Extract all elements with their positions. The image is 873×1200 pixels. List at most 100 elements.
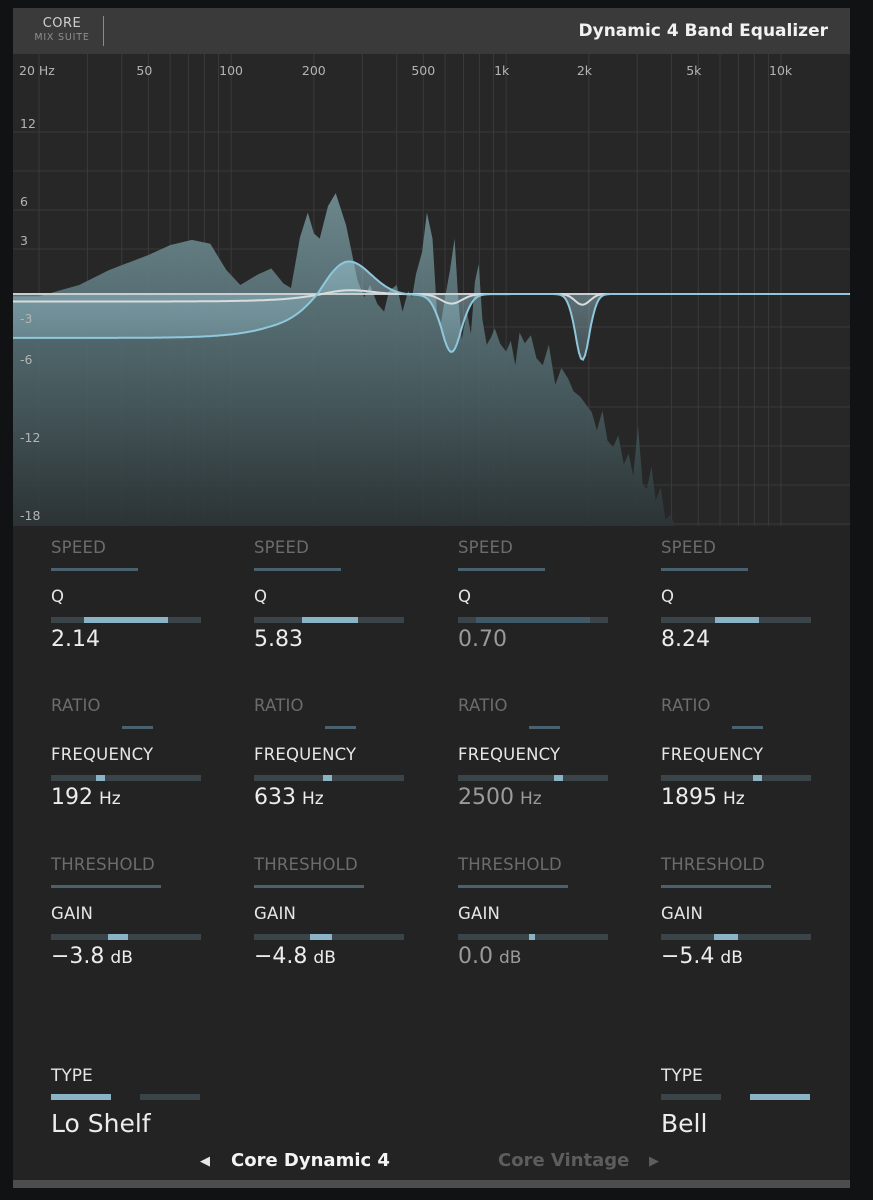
threshold-slider[interactable] xyxy=(254,885,404,888)
freq-axis-label: 50 xyxy=(136,63,153,78)
threshold-label: THRESHOLD xyxy=(254,855,358,874)
speed-slider[interactable] xyxy=(458,568,608,571)
gain-label: GAIN xyxy=(458,904,501,923)
gain-value-unit: dB xyxy=(720,948,743,968)
gain-value-number: 0.0 xyxy=(458,944,493,969)
gain-value-number: −3.8 xyxy=(51,944,105,969)
frequency-value: 1895 Hz xyxy=(661,785,745,810)
threshold-label: THRESHOLD xyxy=(51,855,155,874)
threshold-label: THRESHOLD xyxy=(661,855,765,874)
low-type-option-lo-shelf[interactable] xyxy=(51,1094,111,1100)
speed-slider-fill xyxy=(254,568,341,571)
preset-navigator: ◀ Core Dynamic 4 Core Vintage ▶ xyxy=(13,1150,850,1174)
freq-axis-label: 500 xyxy=(411,63,436,78)
current-model-name: Core Dynamic 4 xyxy=(231,1150,390,1171)
title-bar: CORE MIX SUITE Dynamic 4 Band Equalizer xyxy=(13,8,850,54)
high-type-option-bell[interactable] xyxy=(750,1094,810,1100)
high-type-option-hi-shelf[interactable] xyxy=(661,1094,721,1100)
frequency-slider[interactable] xyxy=(254,775,404,781)
db-axis-label: -18 xyxy=(20,508,41,523)
frequency-slider-fill xyxy=(96,775,105,781)
gain-slider-fill xyxy=(108,934,128,940)
gain-value: −5.4 dB xyxy=(661,944,743,969)
threshold-slider[interactable] xyxy=(661,885,811,888)
gain-label: GAIN xyxy=(254,904,297,923)
frequency-label: FREQUENCY xyxy=(254,745,357,764)
frequency-label: FREQUENCY xyxy=(51,745,154,764)
low-type-option-bell[interactable] xyxy=(140,1094,200,1100)
db-axis-label: -6 xyxy=(20,352,33,367)
gain-slider[interactable] xyxy=(51,934,201,940)
frequency-label: FREQUENCY xyxy=(458,745,561,764)
q-slider[interactable] xyxy=(458,617,608,623)
gain-slider[interactable] xyxy=(458,934,608,940)
q-slider[interactable] xyxy=(51,617,201,623)
q-slider[interactable] xyxy=(661,617,811,623)
logo-core-text: CORE xyxy=(42,16,82,31)
frequency-value: 192 Hz xyxy=(51,785,121,810)
gain-slider-fill xyxy=(309,934,332,940)
frequency-slider[interactable] xyxy=(51,775,201,781)
bottom-bar xyxy=(13,1180,850,1188)
ratio-label: RATIO xyxy=(458,696,508,715)
frequency-slider-fill xyxy=(554,775,563,781)
db-axis-label: 6 xyxy=(20,194,28,209)
ratio-slider-fill xyxy=(324,726,356,729)
gain-value-unit: dB xyxy=(499,948,522,968)
q-slider-fill xyxy=(476,617,590,623)
threshold-slider[interactable] xyxy=(51,885,201,888)
gain-slider-fill xyxy=(713,934,738,940)
ratio-slider[interactable] xyxy=(254,726,404,729)
frequency-slider[interactable] xyxy=(661,775,811,781)
frequency-slider[interactable] xyxy=(458,775,608,781)
logo-mix-suite-text: MIX SUITE xyxy=(34,32,90,43)
freq-axis-label: 10k xyxy=(769,63,793,78)
ratio-label: RATIO xyxy=(51,696,101,715)
frequency-value-unit: Hz xyxy=(520,789,542,809)
ratio-slider[interactable] xyxy=(51,726,201,729)
ratio-slider[interactable] xyxy=(458,726,608,729)
speed-slider-fill xyxy=(51,568,138,571)
db-axis-label: 12 xyxy=(20,116,36,131)
q-value-number: 2.14 xyxy=(51,627,100,652)
low-type-label: TYPE xyxy=(51,1066,93,1086)
speed-slider-fill xyxy=(661,568,748,571)
logo-separator xyxy=(103,16,104,46)
gain-value: −4.8 dB xyxy=(254,944,336,969)
q-value-number: 5.83 xyxy=(254,627,303,652)
triangle-left-icon[interactable]: ◀ xyxy=(200,1154,210,1169)
eq-response-graph[interactable]: 20 Hz 50 100 200 500 1k 2k 5k 10k 12 6 3 -3 -6 -12 -18 xyxy=(13,54,850,526)
gain-value-number: −5.4 xyxy=(661,944,715,969)
speed-slider[interactable] xyxy=(254,568,404,571)
ratio-slider-fill xyxy=(121,726,153,729)
q-slider[interactable] xyxy=(254,617,404,623)
db-axis-label: -12 xyxy=(20,430,41,445)
q-value: 8.24 xyxy=(661,627,710,652)
speed-slider[interactable] xyxy=(51,568,201,571)
frequency-value-unit: Hz xyxy=(302,789,324,809)
gain-slider[interactable] xyxy=(661,934,811,940)
q-value-number: 8.24 xyxy=(661,627,710,652)
gain-slider-fill xyxy=(528,934,535,940)
speed-slider-fill xyxy=(458,568,545,571)
threshold-slider[interactable] xyxy=(458,885,608,888)
q-value-number: 0.70 xyxy=(458,627,507,652)
frequency-value-number: 2500 xyxy=(458,785,514,810)
q-value: 0.70 xyxy=(458,627,507,652)
speed-label: SPEED xyxy=(458,538,513,557)
triangle-right-icon[interactable]: ▶ xyxy=(649,1154,659,1169)
gain-value: −3.8 dB xyxy=(51,944,133,969)
eq-graph-canvas[interactable] xyxy=(13,54,850,526)
gain-slider[interactable] xyxy=(254,934,404,940)
high-type-value: Bell xyxy=(661,1109,708,1138)
q-label: Q xyxy=(661,587,675,606)
ratio-slider[interactable] xyxy=(661,726,811,729)
frequency-slider-fill xyxy=(323,775,332,781)
speed-slider[interactable] xyxy=(661,568,811,571)
speed-label: SPEED xyxy=(661,538,716,557)
ratio-label: RATIO xyxy=(254,696,304,715)
gain-label: GAIN xyxy=(51,904,94,923)
q-label: Q xyxy=(51,587,65,606)
low-type-value: Lo Shelf xyxy=(51,1109,151,1138)
next-model-link[interactable]: Core Vintage xyxy=(498,1150,630,1171)
